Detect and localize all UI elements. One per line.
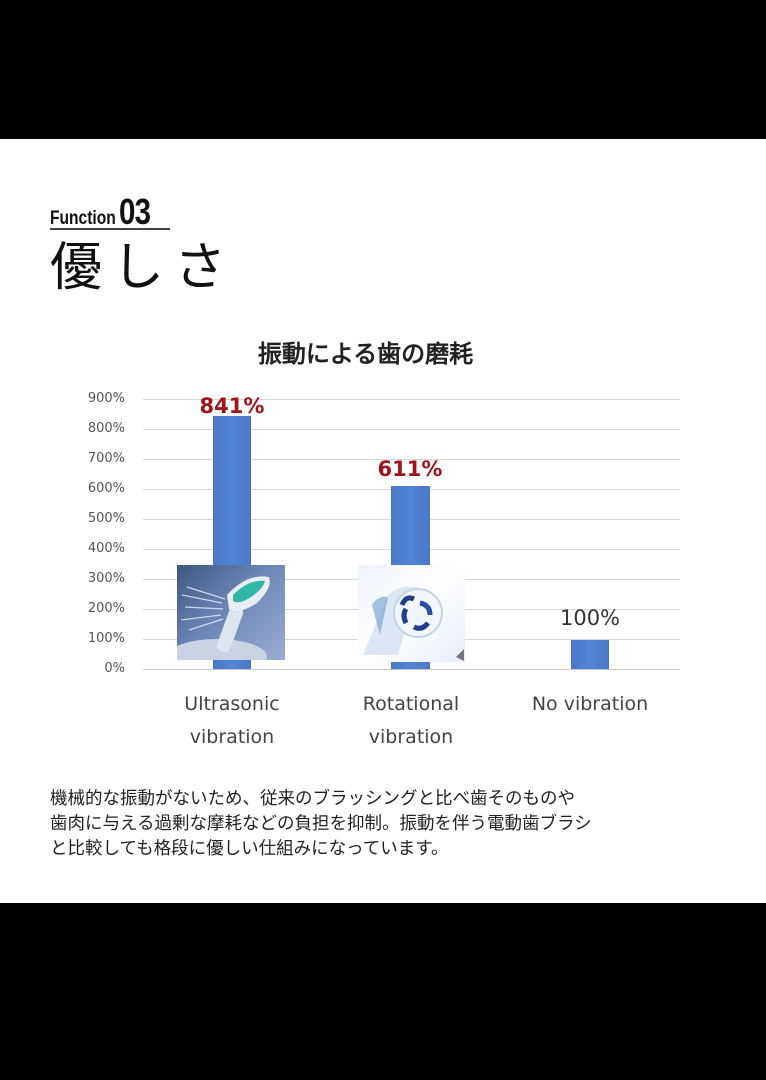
function-word: Function xyxy=(50,208,116,229)
function-number: 03 xyxy=(119,191,151,232)
chart-title: 振動による歯の磨耗 xyxy=(257,340,474,368)
y-tick: 600% xyxy=(87,481,125,496)
x-category-label: Rotational vibration xyxy=(362,693,460,748)
y-tick: 900% xyxy=(87,391,125,406)
bottom-black-band xyxy=(0,903,766,1080)
rotating-brush-head-icon xyxy=(363,586,464,661)
bar-value-label: 100% xyxy=(559,606,621,630)
rotational-brush-photo xyxy=(358,565,465,662)
y-tick: 200% xyxy=(87,601,125,616)
y-tick: 400% xyxy=(87,541,125,556)
y-tick: 0% xyxy=(104,661,125,676)
function-label: Function03 xyxy=(50,191,151,233)
x-category-label: No vibration xyxy=(531,693,649,715)
x-axis-line xyxy=(143,669,680,670)
function-underline xyxy=(50,228,170,230)
description-text: 機械的な振動がないため、従来のブラッシングと比べ歯そのものや 歯肉に与える過剰な… xyxy=(50,789,592,859)
y-tick: 100% xyxy=(87,631,125,646)
y-tick: 700% xyxy=(87,451,125,466)
bar-value-label: 611% xyxy=(377,457,443,481)
y-tick: 800% xyxy=(87,421,125,436)
y-tick: 500% xyxy=(87,511,125,526)
y-tick: 300% xyxy=(87,571,125,586)
ultrasonic-brush-photo xyxy=(177,565,285,660)
x-category-label: Ultrasonic vibration xyxy=(184,693,280,748)
toothbrush-head-icon xyxy=(177,576,270,660)
content-panel xyxy=(0,139,766,903)
gridline xyxy=(143,459,680,460)
gridline xyxy=(143,399,680,400)
page-title: 優しさ xyxy=(50,238,237,298)
bar-no-vibration xyxy=(571,640,609,669)
top-black-band xyxy=(0,0,766,139)
gridline xyxy=(143,429,680,430)
bar-value-label: 841% xyxy=(199,394,265,418)
